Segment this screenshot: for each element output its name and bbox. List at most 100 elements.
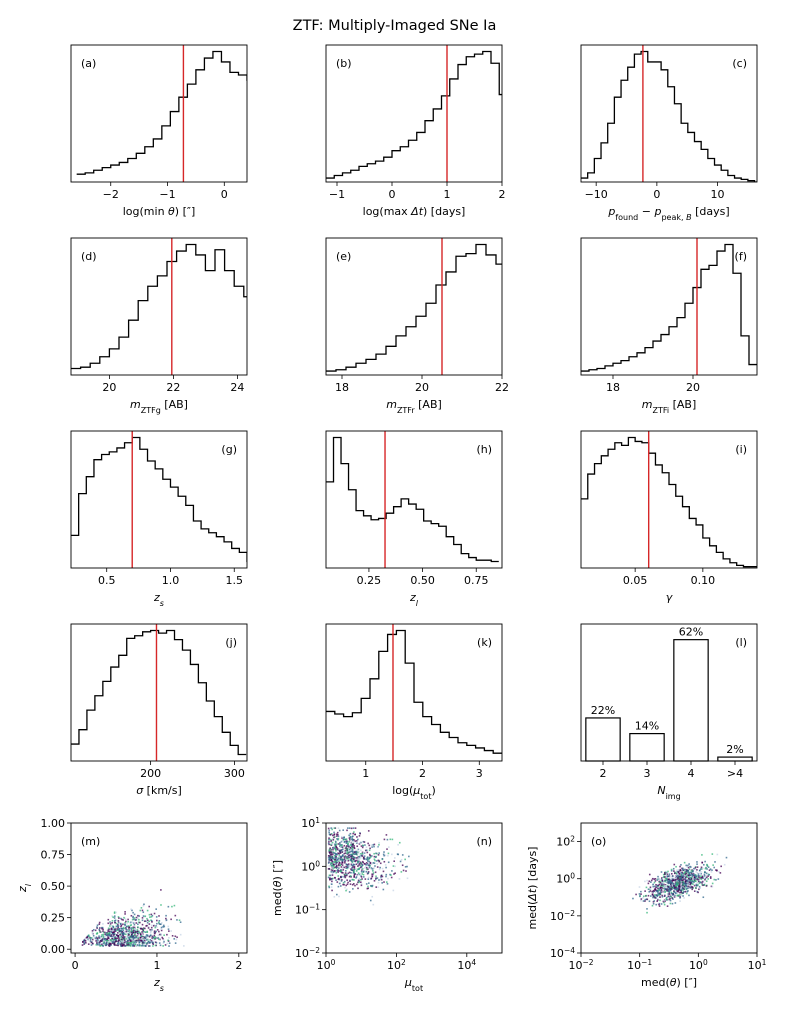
x-tick-label: 100 xyxy=(317,958,336,973)
x-axis-label: zs xyxy=(153,591,164,608)
x-tick-label: 300 xyxy=(224,767,245,780)
panel-label: (k) xyxy=(477,636,492,649)
y-tick-label: 1.00 xyxy=(41,817,66,830)
histogram-line xyxy=(581,50,757,182)
x-tick-label: 10−1 xyxy=(627,958,652,973)
point-cloud xyxy=(632,853,728,914)
panel-g: 0.5 1.0 1.5 (g) zs xyxy=(70,430,248,608)
x-tick-label: 18 xyxy=(606,381,620,394)
panel-f: 18 20 (f) mZTFi [AB] xyxy=(580,237,758,415)
x-axis-label: log(min θ) [″] xyxy=(123,205,196,218)
panel-label: (o) xyxy=(591,835,606,848)
x-axis-label: log(max Δt) [days] xyxy=(363,205,466,218)
histogram-line xyxy=(326,50,502,179)
x-tick-label: −1 xyxy=(329,188,345,201)
y-tick-label: 10−4 xyxy=(550,946,575,961)
x-tick-label: 0 xyxy=(653,188,660,201)
y-axis-label: med(θ) [″] xyxy=(271,860,284,916)
panel-label: (l) xyxy=(735,636,747,649)
panel-label: (c) xyxy=(732,57,747,70)
panel-e: 18 20 22 (e) mZTFr [AB] xyxy=(325,237,509,415)
x-tick-label: 102 xyxy=(387,958,406,973)
panel-d: 20 22 24 (d) mZTFg [AB] xyxy=(70,237,248,415)
point-cloud xyxy=(327,827,410,906)
axes-frame xyxy=(580,822,758,954)
panel-b: −1 0 1 2 (b) log(max Δt) [days] xyxy=(325,44,506,218)
histogram-line xyxy=(71,243,247,370)
x-tick-label: 104 xyxy=(457,958,476,973)
panel-label: (n) xyxy=(476,835,492,848)
bar-3 xyxy=(629,732,665,762)
x-axis-label: med(θ) [″] xyxy=(641,976,697,989)
y-tick-label: 100 xyxy=(301,859,320,874)
bar-2 xyxy=(585,717,621,762)
x-tick-label: −10 xyxy=(585,188,608,201)
x-axis-label: zs xyxy=(153,976,164,993)
data-label: 14% xyxy=(635,720,659,733)
x-tick-label: 0.05 xyxy=(623,574,648,587)
x-axis-label: mZTFg [AB] xyxy=(130,398,188,415)
panel-a: −2 −1 0 (a) log(min θ) [″] xyxy=(70,44,248,218)
x-tick-label: 101 xyxy=(748,958,767,973)
x-tick-label: 1 xyxy=(444,188,451,201)
y-tick-label: 100 xyxy=(556,871,575,886)
panel-k: 1 2 3 (k) log(μtot) xyxy=(325,623,503,801)
x-tick-label: 4 xyxy=(688,767,695,780)
y-tick-label: 0.75 xyxy=(41,849,66,862)
panel-label: (g) xyxy=(221,443,237,456)
x-tick-label: 1.5 xyxy=(225,574,243,587)
histogram-line xyxy=(326,243,502,372)
y-tick-label: 0.25 xyxy=(41,912,66,925)
x-tick-label: 0.50 xyxy=(410,574,435,587)
panel-h: 0.25 0.50 0.75 (h) zl xyxy=(325,430,503,608)
x-axis-label: γ xyxy=(666,591,673,604)
x-tick-label: 0.25 xyxy=(357,574,382,587)
x-tick-label: 2 xyxy=(235,959,242,972)
panel-i: 0.05 0.10 (i) γ xyxy=(580,430,758,604)
axes-frame xyxy=(580,237,758,376)
x-tick-label: 0 xyxy=(221,188,228,201)
x-tick-label: 0.75 xyxy=(464,574,489,587)
x-tick-label: 2 xyxy=(419,767,426,780)
data-label: 22% xyxy=(591,704,615,717)
x-tick-label: 10−2 xyxy=(568,958,593,973)
x-tick-label: −2 xyxy=(103,188,119,201)
x-tick-label: 3 xyxy=(476,767,483,780)
axes-frame xyxy=(70,623,248,762)
bar-4 xyxy=(673,639,709,762)
x-tick-label: 24 xyxy=(230,381,244,394)
x-axis-label: pfound − ppeak, B [days] xyxy=(607,205,729,222)
y-tick-label: 0.50 xyxy=(41,880,66,893)
x-axis-label: mZTFr [AB] xyxy=(386,398,442,415)
panel-label: (e) xyxy=(336,250,351,263)
x-tick-label: 20 xyxy=(415,381,429,394)
axes-frame xyxy=(580,623,758,762)
histogram-line xyxy=(71,436,247,563)
x-tick-label: 1 xyxy=(362,767,369,780)
x-tick-label: 20 xyxy=(102,381,116,394)
point-cloud xyxy=(81,889,185,948)
panel-j: 200 300 (j) σ [km/s] xyxy=(70,623,248,797)
x-tick-label: 100 xyxy=(689,958,708,973)
data-label: 2% xyxy=(726,743,743,756)
data-label: 62% xyxy=(679,626,703,639)
histogram-line xyxy=(71,629,247,756)
panel-label: (f) xyxy=(735,250,747,263)
figure-title: ZTF: Multiply-Imaged SNe Ia xyxy=(292,18,497,34)
panel-label: (a) xyxy=(81,57,96,70)
y-tick-label: 101 xyxy=(301,816,320,831)
x-tick-label: 2 xyxy=(499,188,506,201)
bar->4 xyxy=(717,756,753,762)
x-tick-label: 20 xyxy=(686,381,700,394)
panel-l: 22% 2 14% 3 62% 4 2% >4 (l) Nimg xyxy=(580,623,758,801)
axes-frame xyxy=(325,623,503,762)
histogram-line xyxy=(326,629,502,754)
y-axis-label: med(Δt) [days] xyxy=(526,847,539,930)
panel-label: (d) xyxy=(81,250,97,263)
axes-frame xyxy=(580,430,758,569)
histogram-line xyxy=(581,436,757,568)
panel-label: (h) xyxy=(476,443,492,456)
y-tick-label: 10−2 xyxy=(550,908,575,923)
y-tick-label: 10−2 xyxy=(295,946,320,961)
x-axis-label: mZTFi [AB] xyxy=(642,398,696,415)
